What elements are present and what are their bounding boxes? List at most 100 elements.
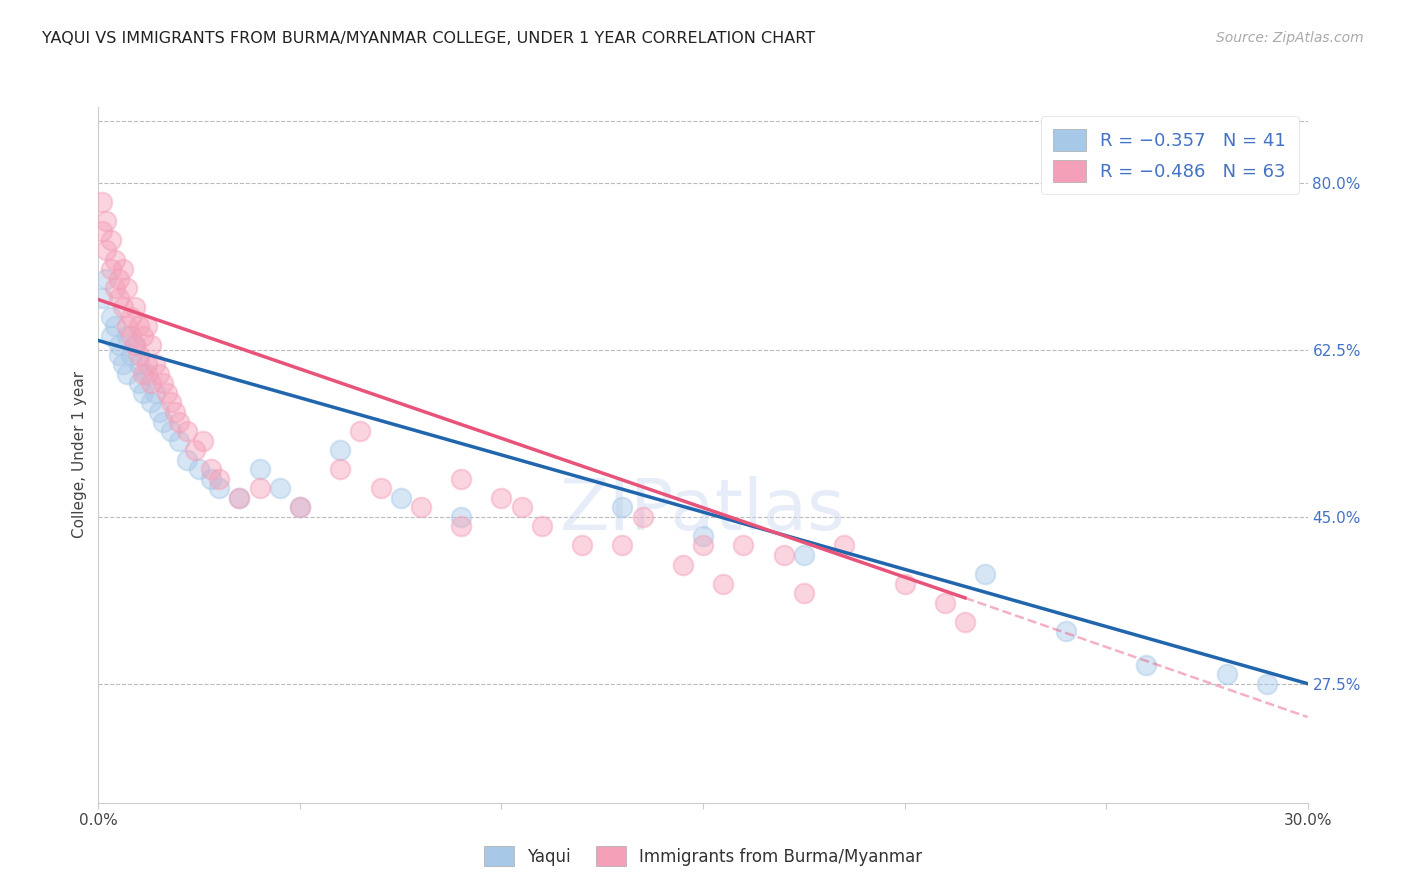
Point (530, 519, 553, 533)
Point (184, 443, 207, 458)
Point (409, 500, 432, 515)
Point (288, 500, 311, 515)
Point (249, 481, 271, 495)
Point (793, 586, 815, 600)
Point (135, 367, 157, 381)
Point (450, 472, 472, 486)
Point (793, 548, 815, 562)
Point (135, 319, 157, 334)
Point (103, 252, 125, 267)
Point (128, 376, 150, 391)
Point (135, 357, 157, 371)
Point (208, 481, 231, 495)
Point (111, 262, 134, 277)
Point (450, 509, 472, 524)
Point (167, 434, 190, 448)
Point (152, 376, 174, 391)
Point (733, 539, 755, 553)
Point (152, 415, 174, 429)
Point (228, 491, 250, 505)
Point (450, 519, 472, 533)
Point (107, 271, 129, 285)
Point (228, 491, 250, 505)
Legend: R = −0.357   N = 41, R = −0.486   N = 63: R = −0.357 N = 41, R = −0.486 N = 63 (1040, 116, 1299, 194)
Point (176, 452, 198, 467)
Point (115, 367, 138, 381)
Point (107, 338, 129, 352)
Point (163, 405, 186, 419)
Point (160, 395, 183, 409)
Point (139, 376, 162, 391)
Point (96, 271, 118, 285)
Point (167, 415, 190, 429)
Point (111, 357, 134, 371)
Point (711, 576, 734, 591)
Point (100, 310, 122, 324)
Point (176, 424, 198, 438)
Point (100, 234, 122, 248)
Point (208, 472, 231, 486)
Point (143, 357, 166, 371)
Point (1135, 657, 1157, 672)
Point (91, 291, 114, 305)
Point (107, 291, 129, 305)
Point (124, 300, 146, 314)
Text: Source: ZipAtlas.com: Source: ZipAtlas.com (1216, 31, 1364, 45)
Point (288, 500, 311, 515)
Point (100, 328, 122, 343)
Point (156, 386, 179, 401)
Legend: Yaqui, Immigrants from Burma/Myanmar: Yaqui, Immigrants from Burma/Myanmar (475, 838, 931, 875)
Point (124, 338, 146, 352)
Y-axis label: College, Under 1 year: College, Under 1 year (72, 371, 87, 539)
Point (329, 462, 352, 476)
Point (96, 243, 118, 257)
Point (128, 357, 150, 371)
Point (111, 300, 134, 314)
Point (974, 567, 997, 582)
Point (772, 548, 794, 562)
Point (832, 539, 855, 553)
Point (631, 509, 654, 524)
Point (103, 319, 125, 334)
Point (491, 491, 513, 505)
Point (132, 386, 155, 401)
Point (115, 328, 138, 343)
Point (120, 310, 142, 324)
Point (269, 481, 291, 495)
Point (91, 224, 114, 238)
Point (692, 539, 714, 553)
Point (692, 529, 714, 543)
Point (249, 462, 271, 476)
Point (120, 328, 142, 343)
Point (115, 281, 138, 295)
Point (1054, 624, 1077, 639)
Point (132, 367, 155, 381)
Point (934, 596, 956, 610)
Point (120, 348, 142, 362)
Point (91, 195, 114, 210)
Point (128, 348, 150, 362)
Point (893, 576, 915, 591)
Point (953, 615, 976, 629)
Point (200, 472, 222, 486)
Text: YAQUI VS IMMIGRANTS FROM BURMA/MYANMAR COLLEGE, UNDER 1 YEAR CORRELATION CHART: YAQUI VS IMMIGRANTS FROM BURMA/MYANMAR C… (42, 31, 815, 46)
Point (672, 558, 695, 572)
Point (612, 539, 634, 553)
Point (128, 319, 150, 334)
Point (329, 443, 352, 458)
Point (510, 500, 533, 515)
Point (1216, 667, 1239, 681)
Point (1256, 676, 1278, 690)
Point (107, 348, 129, 362)
Point (148, 367, 170, 381)
Point (132, 328, 155, 343)
Point (115, 319, 138, 334)
Point (612, 500, 634, 515)
Text: ZIPatlas: ZIPatlas (560, 476, 846, 545)
Point (160, 424, 183, 438)
Point (148, 405, 170, 419)
Point (200, 462, 222, 476)
Point (188, 462, 211, 476)
Point (349, 424, 371, 438)
Point (124, 338, 146, 352)
